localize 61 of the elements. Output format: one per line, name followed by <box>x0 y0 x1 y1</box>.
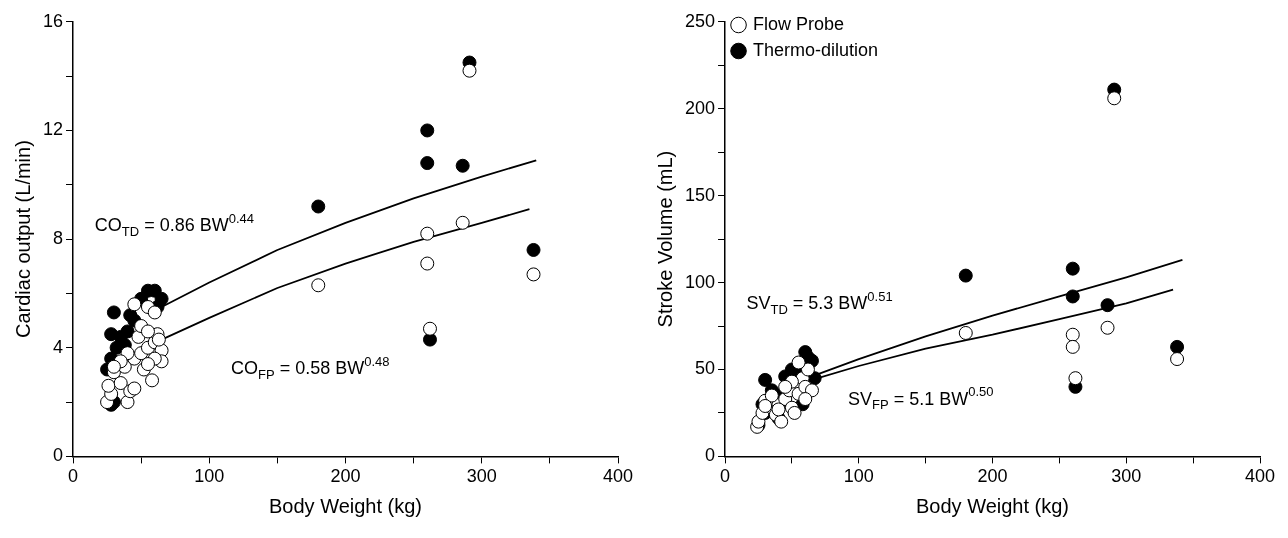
point <box>800 362 815 377</box>
x-tick-label: 0 <box>68 466 79 487</box>
point <box>420 156 435 171</box>
y-tick-label: 100 <box>684 271 716 292</box>
point <box>455 158 470 173</box>
y-tick-label: 0 <box>53 445 64 466</box>
y-tick-label: 250 <box>684 10 716 31</box>
point <box>771 402 786 417</box>
y-tick-label: 4 <box>53 336 64 357</box>
y-tick-label: 50 <box>695 358 716 379</box>
x-axis-title: Body Weight (kg) <box>916 494 1070 517</box>
point <box>420 123 435 138</box>
point <box>1107 91 1122 106</box>
point <box>526 242 541 257</box>
point <box>140 324 155 339</box>
point <box>958 268 973 283</box>
y-tick-label: 12 <box>42 119 64 140</box>
x-tick-label: 400 <box>602 466 634 487</box>
legend-label: Thermo-dilution <box>753 39 879 60</box>
point <box>140 357 155 372</box>
x-axis-title: Body Weight (kg) <box>269 494 423 517</box>
point <box>106 359 121 374</box>
point <box>1068 371 1083 386</box>
point <box>127 381 142 396</box>
point <box>151 332 166 347</box>
point <box>1065 261 1080 276</box>
point <box>462 63 477 78</box>
point <box>127 297 142 312</box>
point <box>455 215 470 230</box>
point <box>1065 289 1080 304</box>
point <box>798 392 813 407</box>
point <box>311 199 326 214</box>
x-tick-label: 0 <box>720 466 731 487</box>
x-tick-label: 300 <box>466 466 497 487</box>
point <box>778 379 793 394</box>
point <box>758 372 773 387</box>
point <box>106 305 121 320</box>
y-tick-label: 0 <box>705 445 716 466</box>
point <box>1170 339 1185 354</box>
y-axis-title: Cardiac output (L/min) <box>11 140 34 339</box>
y-axis-title: Stroke Volume (mL) <box>653 150 676 328</box>
point <box>791 355 806 370</box>
x-tick-label: 100 <box>843 466 874 487</box>
point <box>420 226 435 241</box>
point <box>120 324 135 339</box>
x-tick-label: 300 <box>1111 466 1142 487</box>
y-tick-label: 200 <box>684 97 716 118</box>
y-tick-label: 8 <box>53 228 64 249</box>
point <box>1100 298 1115 313</box>
x-tick-label: 400 <box>1244 466 1276 487</box>
x-tick-label: 200 <box>330 466 361 487</box>
x-tick-label: 100 <box>194 466 225 487</box>
legend-label: Flow Probe <box>753 13 845 34</box>
y-tick-label: 150 <box>684 184 716 205</box>
x-tick-label: 200 <box>977 466 1008 487</box>
point <box>101 378 116 393</box>
point <box>147 305 162 320</box>
point <box>123 308 138 323</box>
point <box>764 388 779 403</box>
point <box>787 405 802 420</box>
y-tick-label: 16 <box>42 10 64 31</box>
